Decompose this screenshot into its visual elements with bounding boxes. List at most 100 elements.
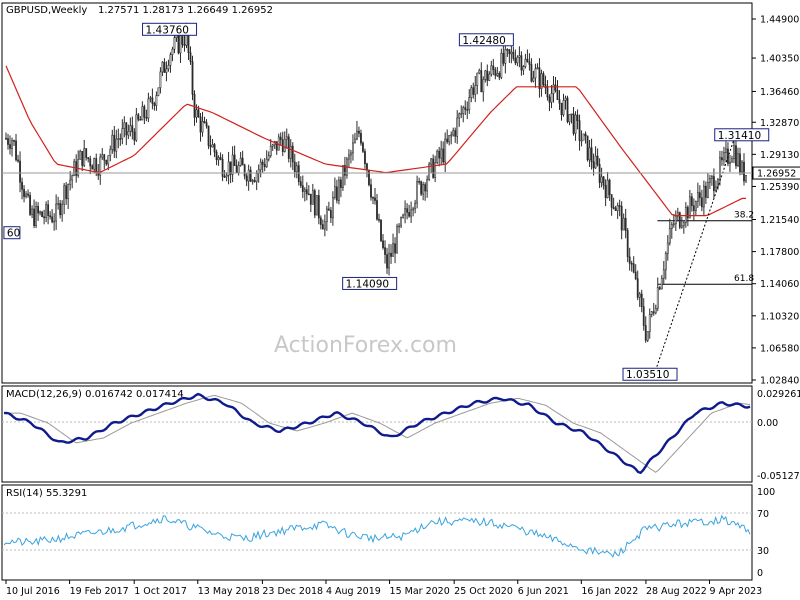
candle-body [636,278,639,298]
price-pane-frame [1,2,753,384]
price-tick-label: 1.29130 [760,150,799,161]
candle-body [486,70,489,81]
price-annotation-box [142,22,198,36]
candle-body [622,217,625,231]
candle-body [193,94,196,118]
candle-body [350,152,352,156]
candle-body [333,186,336,198]
candle-body [729,161,731,164]
price-annotation: 1.42480 [458,33,514,47]
rsi-tick-70: 70 [757,509,769,520]
macd-main-line [3,392,751,475]
candle-body [719,157,721,180]
candle-body [618,205,621,207]
candle-body [91,165,94,170]
candle-body [297,165,300,182]
candle-body [470,87,473,98]
fib-382-label: 38.2 [734,211,754,221]
candle-body [630,262,633,265]
candle-body [327,208,330,211]
candle-body [303,189,306,192]
candle-body [680,225,683,228]
candle-body [313,190,316,216]
price-tick-label: 1.32870 [760,118,799,129]
candle-body [370,184,372,198]
price-tick-label: 1.02840 [760,376,799,387]
candle-body [247,169,250,182]
candle-body [745,175,747,182]
candle-body [215,151,218,161]
price-tick-label: 1.40350 [760,54,799,65]
candle-body [388,252,390,269]
candle-body [572,113,575,134]
candle-body [137,114,140,120]
price-annotations: 1.43760 1.42480 1.31410 1.14090 1.03510 60 [3,22,770,381]
candle-body [614,207,617,212]
price-header-ohlc: 1.27571 1.28173 1.26649 1.26952 [98,5,273,16]
candle-body [378,218,380,221]
candle-body [301,185,304,192]
candle-body [480,70,483,93]
macd-tick-zero: 0.00 [757,418,778,429]
candle-body [29,195,31,215]
candle-body [231,154,234,175]
macd-tick-bottom: -0.051279 [757,471,800,482]
candle-body [406,208,408,213]
candle-body [169,54,172,66]
candle-body [644,325,647,341]
candle-body [584,133,587,137]
candle-body [456,117,459,137]
price-annotation-box [714,128,770,142]
candle-body [63,185,66,205]
fib-618-label: 61.8 [734,274,754,284]
candle-body [646,331,649,341]
watermark: ActionForex.com [274,333,457,358]
candle-body [131,125,134,133]
price-pane: GBPUSD,Weekly 1.27571 1.28173 1.26649 1.… [1,2,800,387]
rsi-header: RSI(14) 55.3291 [6,488,87,499]
candle-body [424,184,427,192]
macd-pane-frame [1,385,753,483]
candle-body [462,107,465,114]
candle-body [686,206,689,219]
macd-header: MACD(12,26,9) 0.016742 0.017414 [6,389,184,400]
candle-body [500,52,503,78]
candle-body [99,156,102,176]
candle-body [670,224,673,229]
candle-body [117,138,120,140]
x-tick-label: 1 Oct 2017 [134,586,187,597]
rsi-tick-30: 30 [757,546,769,557]
candle-body [163,61,166,73]
candle-body [532,77,535,82]
candle-body [626,230,629,258]
candle-body [666,242,669,254]
candle-body [628,256,631,264]
candle-body [715,186,717,192]
candle-body [438,150,441,159]
price-annotation-label: 1.03510 [626,369,669,381]
candle-body [229,161,232,175]
candle-body [65,185,68,200]
candle-body [111,134,114,150]
candle-body [580,139,583,142]
candle-body [239,157,242,166]
rsi-tick-0: 0 [757,568,763,579]
candle-body [482,79,485,93]
candle-body [674,215,677,225]
candle-body [654,307,657,314]
rsi-tick-100: 100 [757,487,775,498]
candle-body [586,135,589,161]
candle-body [436,150,439,163]
candle-body [109,149,112,156]
candle-body [219,157,222,160]
candle-body [319,217,322,225]
candle-body [690,196,693,206]
candle-body [35,206,37,226]
candle-body [512,51,515,59]
x-tick-label: 4 Aug 2019 [326,586,381,597]
candle-body [404,208,406,216]
candle-body [9,144,11,149]
candle-body [37,206,39,214]
candle-body [602,176,605,186]
candle-body [574,114,577,134]
